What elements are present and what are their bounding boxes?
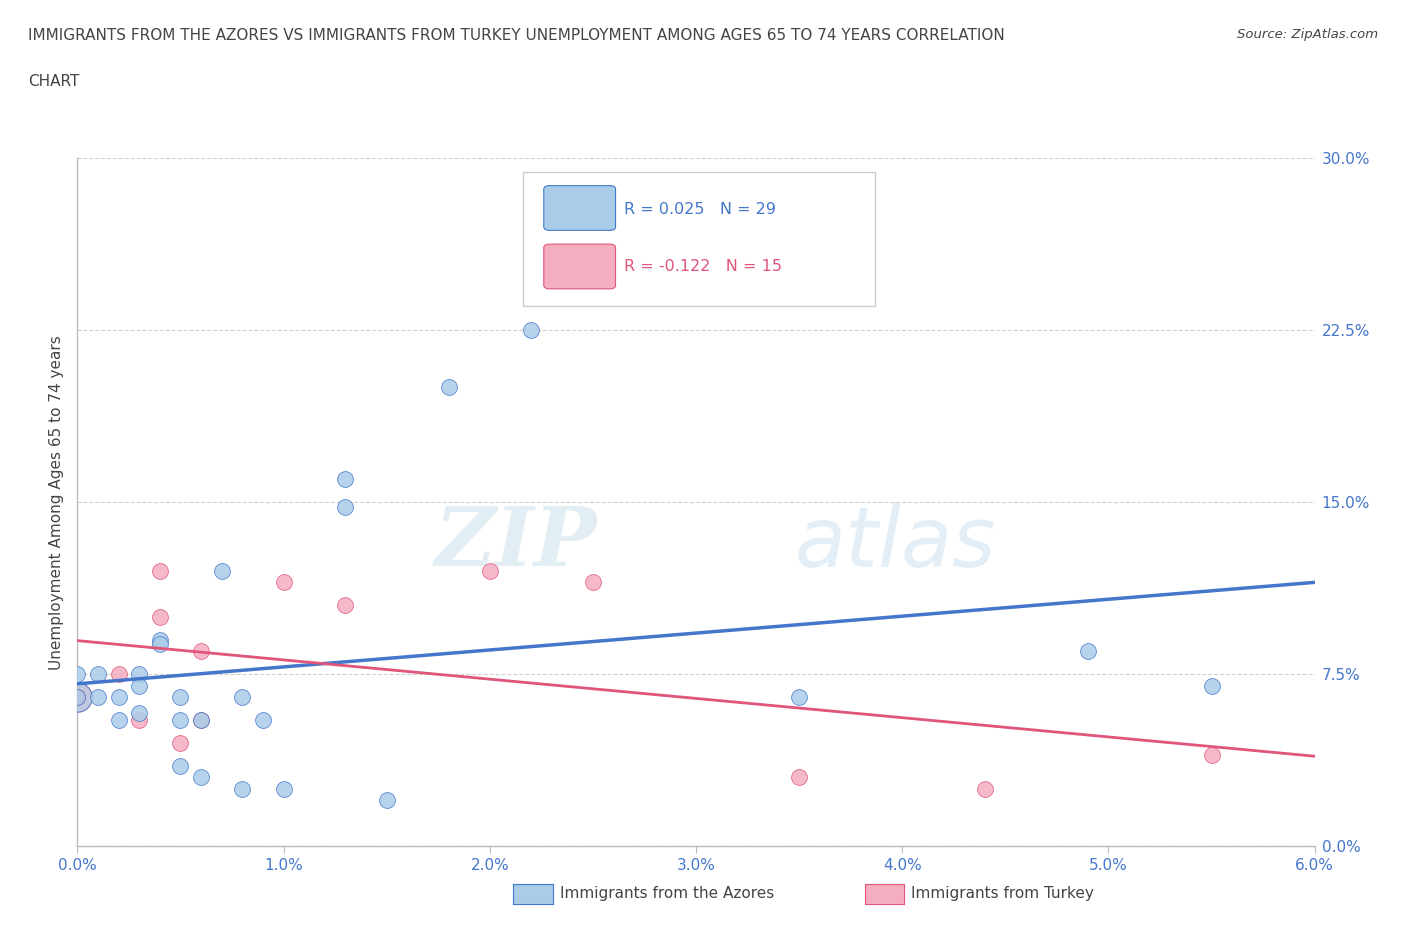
Point (66, 667, 89, 682)
Point (128, 712, 150, 727)
FancyBboxPatch shape (523, 172, 876, 306)
Point (211, 564, 233, 578)
Point (273, 781, 295, 796)
Text: IMMIGRANTS FROM THE AZORES VS IMMIGRANTS FROM TURKEY UNEMPLOYMENT AMONG AGES 65 : IMMIGRANTS FROM THE AZORES VS IMMIGRANTS… (28, 28, 1005, 43)
Point (335, 499, 357, 514)
Point (169, 759, 191, 774)
Text: Source: ZipAtlas.com: Source: ZipAtlas.com (1237, 28, 1378, 41)
Point (478, 564, 501, 578)
Point (437, 380, 460, 395)
Point (87, 690, 110, 705)
Text: R = 0.025   N = 29: R = 0.025 N = 29 (624, 202, 776, 217)
Point (107, 712, 129, 727)
Text: R = -0.122   N = 15: R = -0.122 N = 15 (624, 259, 782, 274)
Point (107, 667, 129, 682)
Point (149, 609, 172, 624)
Point (190, 712, 212, 727)
Point (1201, 678, 1223, 693)
Point (149, 564, 172, 578)
Point (252, 712, 274, 727)
Point (169, 736, 191, 751)
Point (1201, 747, 1223, 762)
Point (107, 690, 129, 705)
Text: Immigrants from the Azores: Immigrants from the Azores (560, 886, 773, 901)
Text: CHART: CHART (28, 74, 80, 89)
Y-axis label: Unemployment Among Ages 65 to 74 years: Unemployment Among Ages 65 to 74 years (49, 335, 65, 670)
Point (149, 637, 172, 652)
Point (520, 323, 543, 338)
Point (128, 667, 150, 682)
Point (66, 690, 89, 705)
Point (169, 690, 191, 705)
Point (787, 770, 810, 785)
Point (335, 598, 357, 613)
Point (190, 712, 212, 727)
Point (128, 678, 150, 693)
Point (87, 667, 110, 682)
Point (335, 472, 357, 486)
Point (190, 770, 212, 785)
Text: Immigrants from Turkey: Immigrants from Turkey (911, 886, 1094, 901)
FancyBboxPatch shape (544, 245, 616, 289)
Point (231, 690, 253, 705)
FancyBboxPatch shape (544, 186, 616, 231)
Point (375, 793, 398, 808)
Point (169, 712, 191, 727)
Text: atlas: atlas (794, 503, 997, 584)
Point (66, 690, 89, 705)
Point (582, 575, 605, 590)
Point (190, 644, 212, 658)
Point (973, 781, 995, 796)
Point (231, 781, 253, 796)
Point (787, 690, 810, 705)
Point (66, 690, 89, 705)
Point (1077, 644, 1099, 658)
Point (66, 690, 89, 705)
Point (149, 632, 172, 647)
Point (273, 575, 295, 590)
Point (128, 706, 150, 721)
Text: ZIP: ZIP (434, 503, 598, 583)
